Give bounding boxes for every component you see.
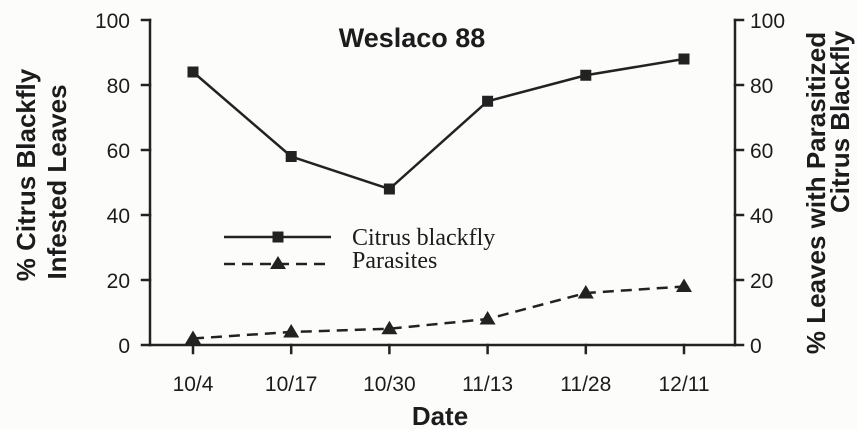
right-y-ticks: 0 20 40 60 80 100 [733,10,785,358]
left-y-tick-label: 20 [107,270,130,293]
right-y-tick-label: 80 [750,75,773,98]
data-point-parasites-1 [283,324,300,338]
right-y-tick-label: 60 [750,140,773,163]
data-point-citrus-blackfly-3 [482,95,494,107]
x-tick-label: 11/13 [462,373,513,396]
right-y-tick-label: 100 [750,10,785,33]
data-point-citrus-blackfly-5 [678,53,690,65]
left-y-tick-label: 40 [107,205,130,228]
series-layer [185,53,692,344]
data-point-citrus-blackfly-2 [383,183,395,195]
legend-label-citrus-blackfly: Citrus blackfly [352,225,495,251]
legend-label-parasites: Parasites [352,248,437,274]
series-parasites [185,278,692,344]
series-citrus-blackfly [187,53,690,195]
left-y-tick-label: 80 [107,75,130,98]
x-axis-label: Date [412,401,468,429]
data-point-parasites-5 [676,278,692,292]
right-y-tick-label: 0 [750,335,762,358]
data-point-citrus-blackfly-0 [187,66,199,78]
data-point-parasites-3 [479,311,496,325]
left-y-tick-label: 100 [95,10,130,33]
left-y-tick-label: 60 [107,140,130,163]
x-tick-label: 10/4 [173,373,214,396]
left-y-ticks: 0 20 40 60 80 100 [95,10,152,358]
x-tick-label: 10/30 [363,373,416,396]
series-line-citrus-blackfly [192,57,685,191]
right-y-tick-label: 20 [750,270,773,293]
legend-item-citrus-blackfly: Citrus blackfly [224,225,495,251]
right-y-axis-label-line-2: Citrus Blackfly [825,30,855,213]
right-y-tick-label: 40 [750,205,773,228]
legend-triangle-marker [270,256,286,269]
right-y-axis-label-line-1: % Leaves with Parasitized [801,32,831,354]
x-ticks: 10/4 10/17 10/30 11/13 11/28 12/11 [173,343,710,396]
legend-item-parasites: Parasites [224,248,437,274]
series-line-parasites [192,285,685,340]
data-point-citrus-blackfly-4 [580,69,592,81]
data-point-parasites-2 [381,320,398,335]
x-tick-label: 12/11 [659,373,710,396]
axes [148,18,737,347]
x-tick-label: 11/28 [560,373,611,396]
data-point-citrus-blackfly-1 [285,151,297,162]
legend: Citrus blackfly Parasites [224,225,495,274]
legend-square-marker [272,231,284,243]
data-point-parasites-0 [185,330,201,344]
x-tick-label: 10/17 [265,373,318,396]
left-y-axis-label-line-1: % Citrus Blackfly [11,68,41,281]
left-y-axis-label-line-2: Infested Leaves [42,84,72,279]
left-y-tick-label: 0 [118,335,130,358]
data-point-parasites-4 [577,285,594,299]
chart-title: Weslaco 88 [339,23,486,53]
